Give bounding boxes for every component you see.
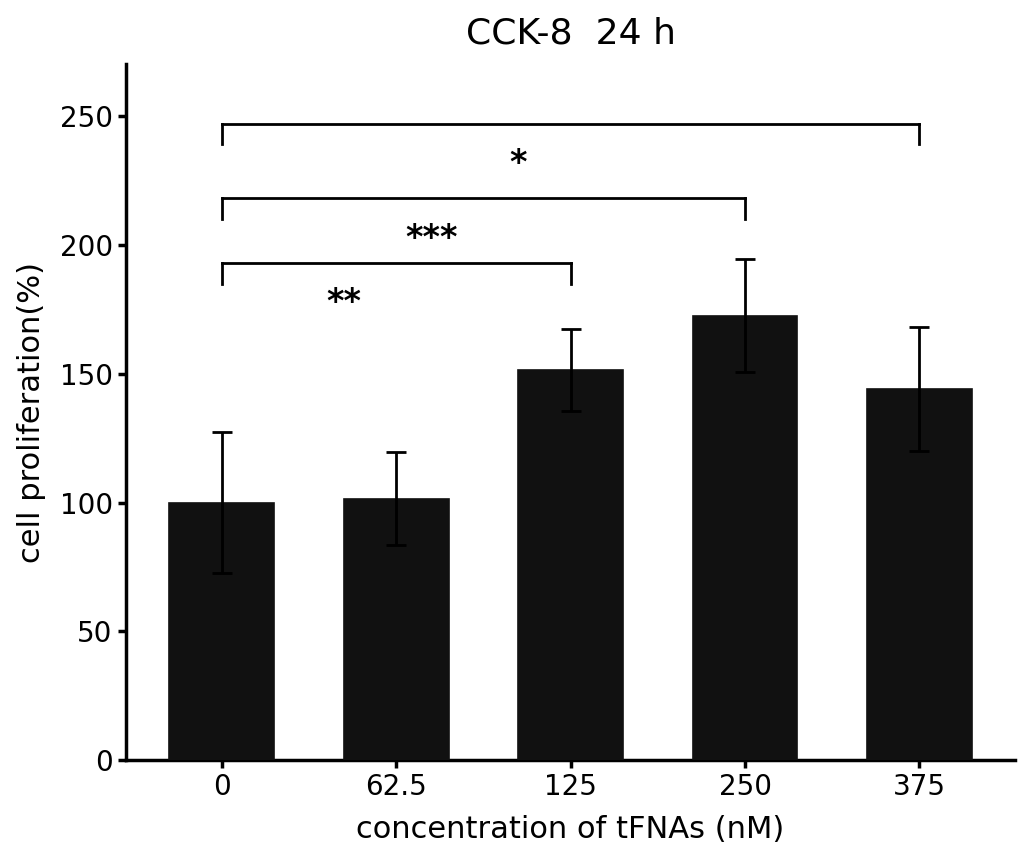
- Bar: [344, 499, 449, 760]
- Bar: [867, 389, 972, 760]
- Y-axis label: cell proliferation(%): cell proliferation(%): [17, 262, 45, 563]
- Bar: [169, 503, 275, 760]
- Title: CCK-8  24 h: CCK-8 24 h: [465, 16, 676, 51]
- X-axis label: concentration of tFNAs (nM): concentration of tFNAs (nM): [356, 815, 784, 845]
- Text: **: **: [326, 286, 361, 319]
- Bar: [518, 370, 623, 760]
- Text: ***: ***: [405, 221, 457, 255]
- Text: *: *: [510, 147, 527, 180]
- Bar: [692, 316, 798, 760]
